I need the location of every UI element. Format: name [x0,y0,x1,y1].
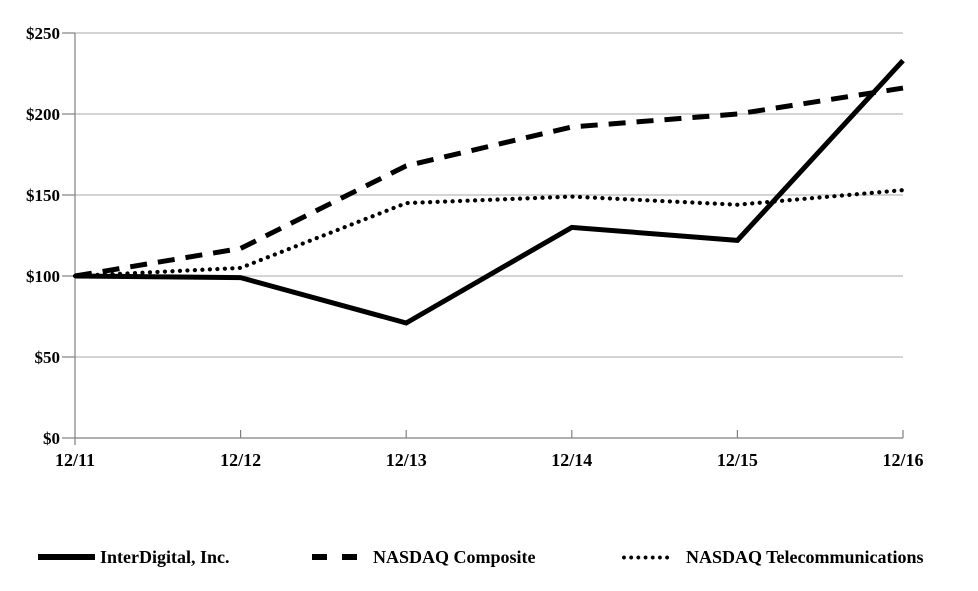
solid-line-swatch [38,554,95,560]
series-line-interdigital-inc [74,58,905,326]
y-axis-label: $100 [26,267,60,286]
x-axis-label: 12/16 [882,450,923,470]
y-axis-label: $150 [26,186,60,205]
y-axis-label: $0 [43,429,60,448]
y-axis-label: $50 [35,348,61,367]
y-axis-label: $250 [26,24,60,43]
legend-label-nasdaq-composite: NASDAQ Composite [373,546,536,567]
legend-item-nasdaq-telecom: NASDAQ Telecommunications [622,540,924,574]
y-axis-label: $200 [26,105,60,124]
x-axis-label: 12/15 [717,450,758,470]
legend-label-interdigital: InterDigital, Inc. [100,546,230,567]
chart-legend: InterDigital, Inc. NASDAQ Composite NASD… [0,540,978,574]
x-axis-label: 12/12 [220,450,261,470]
dashed-line-swatch [312,554,357,560]
dotted-line-swatch [622,554,672,560]
x-axis-label: 12/14 [551,450,592,470]
legend-label-nasdaq-telecom: NASDAQ Telecommunications [686,546,924,567]
series-line-nasdaq-composite [74,85,904,279]
x-axis-label: 12/13 [386,450,427,470]
plot-area: $0 $50 $100 $150 $200 $250 12/11 12/12 12/13 12/1… [26,24,924,470]
legend-item-nasdaq-composite: NASDAQ Composite [312,540,536,574]
series-line-nasdaq-telecommunications [72,188,906,279]
legend-item-interdigital: InterDigital, Inc. [38,540,230,574]
x-axis-label: 12/11 [55,450,95,470]
